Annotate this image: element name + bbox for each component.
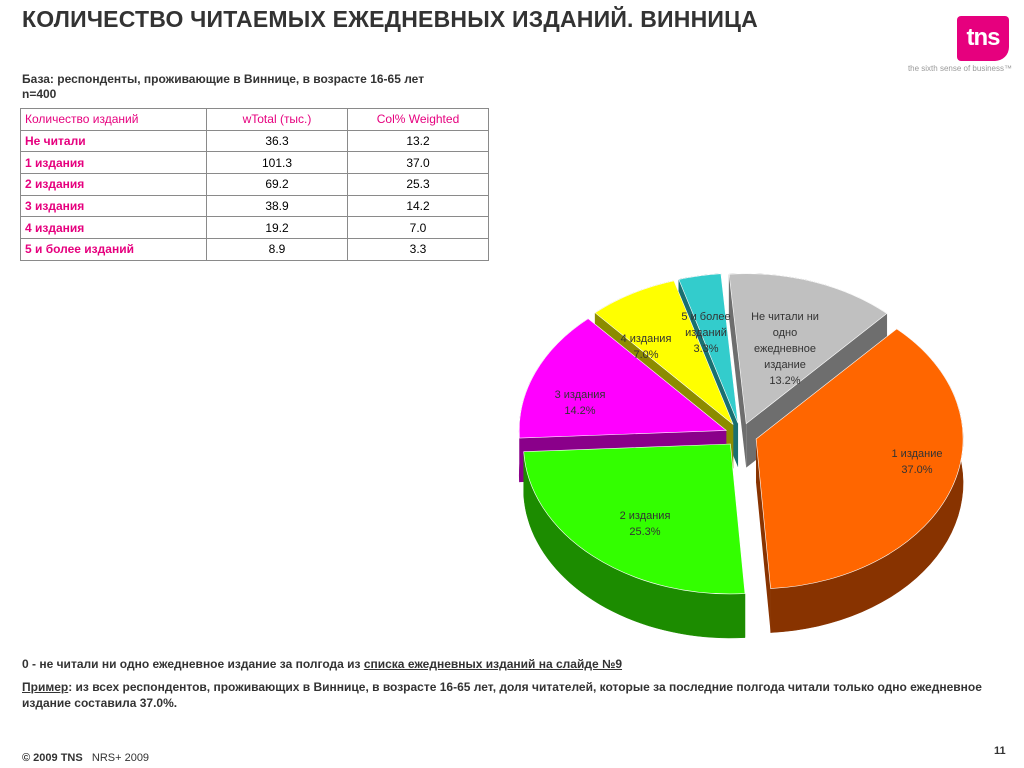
table-row: Не читали 36.3 13.2 — [20, 129, 489, 153]
row-colpct: 37.0 — [347, 151, 489, 175]
row-colpct: 14.2 — [347, 194, 489, 218]
logo-tagline: the sixth sense of business™ — [907, 64, 1012, 73]
row-label: 4 издания — [20, 216, 207, 240]
pie-label-four: 4 издания 7.0% — [621, 333, 672, 361]
pie-label-not-read: Не читали ни одно ежедневное издание 13.2% — [751, 311, 819, 387]
row-wtotal: 36.3 — [206, 129, 348, 153]
row-colpct: 3.3 — [347, 238, 489, 261]
row-colpct: 25.3 — [347, 173, 489, 196]
pie-slice-five-plus — [678, 273, 739, 424]
page-number: 11 — [994, 745, 1006, 757]
tns-logo: tns — [957, 16, 1009, 61]
note-definition-text: 0 - не читали ни одно ежедневное издание… — [22, 657, 364, 671]
table-row: 2 издания 69.2 25.3 — [20, 173, 489, 196]
row-wtotal: 8.9 — [206, 238, 348, 261]
footer: © 2009 TNS NRS+ 2009 — [22, 752, 149, 764]
pie-slice-not-read — [728, 273, 888, 425]
table-header-row: Количество изданий wTotal (тыс.) Col% We… — [20, 108, 489, 131]
sample-size: n=400 — [22, 87, 57, 101]
header-colpct: Col% Weighted — [347, 108, 489, 131]
example-label: Пример — [22, 680, 69, 694]
row-label: Не читали — [20, 129, 207, 153]
pie-slice-three — [518, 318, 728, 439]
row-label: 1 издания — [20, 151, 207, 175]
row-wtotal: 101.3 — [206, 151, 348, 175]
table-row: 1 издания 101.3 37.0 — [20, 151, 489, 175]
logo-text: tns — [966, 24, 1001, 51]
row-wtotal: 69.2 — [206, 173, 348, 196]
table-row: 4 издания 19.2 7.0 — [20, 216, 489, 240]
example-text: : из всех респондентов, проживающих в Ви… — [22, 680, 982, 710]
slide-reference-link[interactable]: списка ежедневных изданий на слайде №9 — [363, 657, 623, 671]
base-description: База: респонденты, проживающие в Виннице… — [22, 72, 425, 86]
pie-label-five-plus: 5 и более изданий 3.3% — [681, 311, 730, 355]
row-label: 2 издания — [20, 173, 207, 196]
pie-label-one: 1 издание 37.0% — [892, 448, 943, 476]
row-wtotal: 38.9 — [206, 194, 348, 218]
table-row: 3 издания 38.9 14.2 — [20, 194, 489, 218]
row-label: 5 и более изданий — [20, 238, 207, 261]
pie-label-two: 2 издания 25.3% — [620, 510, 671, 538]
data-source: NRS+ 2009 — [91, 752, 150, 764]
pie-slice-four — [594, 280, 734, 425]
pie-label-three: 3 издания 14.2% — [555, 389, 606, 417]
data-table: Количество изданий wTotal (тыс.) Col% We… — [20, 108, 489, 261]
row-colpct: 13.2 — [347, 129, 489, 153]
copyright: © 2009 TNS — [22, 752, 83, 764]
header-count: Количество изданий — [20, 108, 207, 131]
row-wtotal: 19.2 — [206, 216, 348, 240]
sample-base: База: респонденты, проживающие в Виннице… — [22, 72, 424, 102]
header-wtotal: wTotal (тыс.) — [206, 108, 348, 131]
row-colpct: 7.0 — [347, 216, 489, 240]
slide-title: КОЛИЧЕСТВО ЧИТАЕМЫХ ЕЖЕДНЕВНЫХ ИЗДАНИЙ. … — [22, 6, 758, 32]
pie-slice-two — [523, 443, 746, 595]
note-example: Пример: из всех респондентов, проживающи… — [22, 679, 1002, 711]
table-row: 5 и более изданий 8.9 3.3 — [20, 238, 489, 261]
pie-slice-one — [755, 328, 964, 589]
note-definition: 0 - не читали ни одно ежедневное издание… — [22, 656, 622, 672]
row-label: 3 издания — [20, 194, 207, 218]
